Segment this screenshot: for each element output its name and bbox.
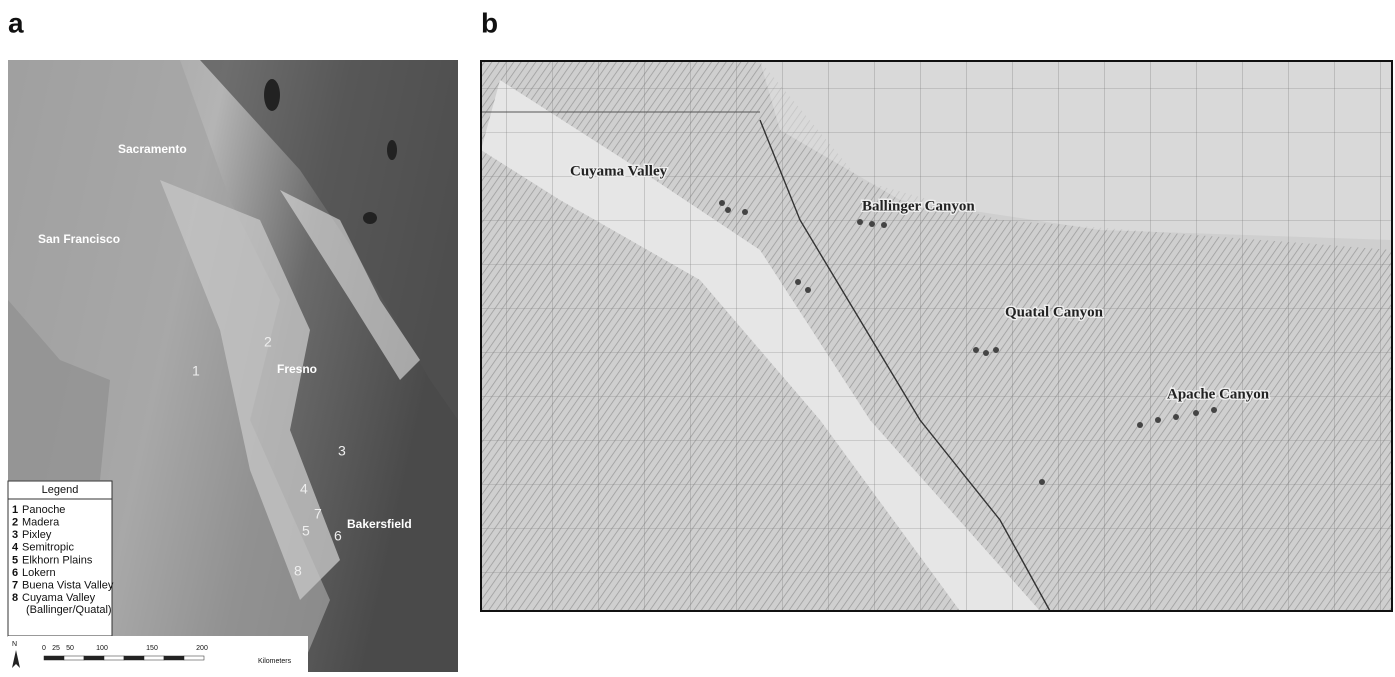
scale-segment — [64, 656, 84, 660]
scale-tick: 150 — [146, 645, 158, 652]
legend-name: Panoche — [22, 504, 65, 516]
site-number: 2 — [264, 334, 272, 350]
city-label: Bakersfield — [347, 517, 412, 531]
scale-tick: 25 — [52, 645, 60, 652]
panel-label: a — [8, 7, 24, 38]
legend-number: 4 — [12, 542, 19, 554]
scale-tick: 100 — [96, 645, 108, 652]
legend-name: Cuyama Valley — [22, 592, 96, 604]
legend-name: Pixley — [22, 529, 52, 541]
site-number: 1 — [192, 363, 200, 379]
north-label: N — [12, 641, 17, 648]
place-label: Cuyama Valley — [570, 163, 668, 179]
scale-segment — [124, 656, 144, 660]
legend-name: Semitropic — [22, 542, 74, 554]
legend-name: Madera — [22, 517, 60, 529]
scale-segment — [104, 656, 124, 660]
legend-number: 8 — [12, 592, 18, 604]
legend-number: 3 — [12, 529, 18, 541]
place-label: Ballinger Canyon — [862, 198, 975, 214]
site-number: 8 — [294, 563, 302, 579]
site-number: 6 — [334, 528, 342, 544]
scale-tick: 0 — [42, 645, 46, 652]
scale-area — [8, 636, 308, 672]
scale-segment — [144, 656, 164, 660]
scale-segment — [84, 656, 104, 660]
place-label: Quatal Canyon — [1005, 304, 1104, 320]
scale-segment — [184, 656, 204, 660]
legend-name: Lokern — [22, 567, 56, 579]
city-label: Sacramento — [118, 142, 187, 156]
legend-number: 7 — [12, 580, 18, 592]
scale-tick: 200 — [196, 645, 208, 652]
legend-number: 6 — [12, 567, 18, 579]
scale-segment — [44, 656, 64, 660]
legend-note: (Ballinger/Quatal) — [26, 604, 112, 616]
figure: a b Sacramento San Francisco Fresno Bakersfie… — [0, 0, 1395, 672]
legend-title: Legend — [42, 484, 79, 496]
scale-unit: Kilometers — [258, 658, 292, 665]
legend-name: Elkhorn Plains — [22, 554, 93, 566]
legend-number: 5 — [12, 554, 18, 566]
scale-segment — [164, 656, 184, 660]
panel-label: b — [481, 7, 498, 38]
site-number: 7 — [314, 506, 322, 522]
place-label: Apache Canyon — [1167, 386, 1270, 402]
legend-number: 2 — [12, 517, 18, 529]
site-number: 3 — [338, 443, 346, 459]
site-number: 4 — [300, 481, 308, 497]
legend-name: Buena Vista Valley — [22, 580, 114, 592]
legend-number: 1 — [12, 504, 18, 516]
city-label: Fresno — [277, 362, 317, 376]
city-label: San Francisco — [38, 232, 120, 246]
site-number: 5 — [302, 523, 310, 539]
scale-tick: 50 — [66, 645, 74, 652]
map-b — [481, 61, 1392, 611]
